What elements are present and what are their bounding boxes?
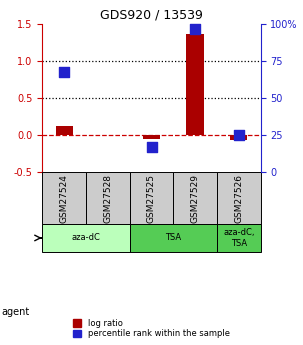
Text: aza-dC: aza-dC	[72, 234, 101, 243]
Text: GSM27529: GSM27529	[191, 174, 200, 223]
Text: GSM27524: GSM27524	[60, 174, 69, 223]
Bar	[230, 135, 248, 140]
Text: agent: agent	[2, 307, 30, 317]
FancyBboxPatch shape	[42, 224, 130, 252]
Bar	[186, 34, 204, 135]
FancyBboxPatch shape	[173, 172, 217, 224]
Point	[236, 132, 241, 138]
Text: GSM27526: GSM27526	[234, 174, 243, 223]
Text: GSM27525: GSM27525	[147, 174, 156, 223]
Legend: log ratio, percentile rank within the sample: log ratio, percentile rank within the sa…	[71, 316, 232, 341]
Bar	[55, 126, 73, 135]
FancyBboxPatch shape	[217, 172, 261, 224]
Text: aza-dC,
TSA: aza-dC, TSA	[223, 228, 255, 248]
FancyBboxPatch shape	[217, 224, 261, 252]
FancyBboxPatch shape	[86, 172, 130, 224]
Bar	[143, 135, 160, 139]
Text: GSM27528: GSM27528	[103, 174, 112, 223]
Title: GDS920 / 13539: GDS920 / 13539	[100, 9, 203, 22]
Point	[62, 69, 67, 74]
FancyBboxPatch shape	[42, 172, 86, 224]
Point	[193, 26, 198, 31]
Text: TSA: TSA	[165, 234, 181, 243]
FancyBboxPatch shape	[130, 172, 173, 224]
FancyBboxPatch shape	[130, 224, 217, 252]
Point	[149, 144, 154, 150]
